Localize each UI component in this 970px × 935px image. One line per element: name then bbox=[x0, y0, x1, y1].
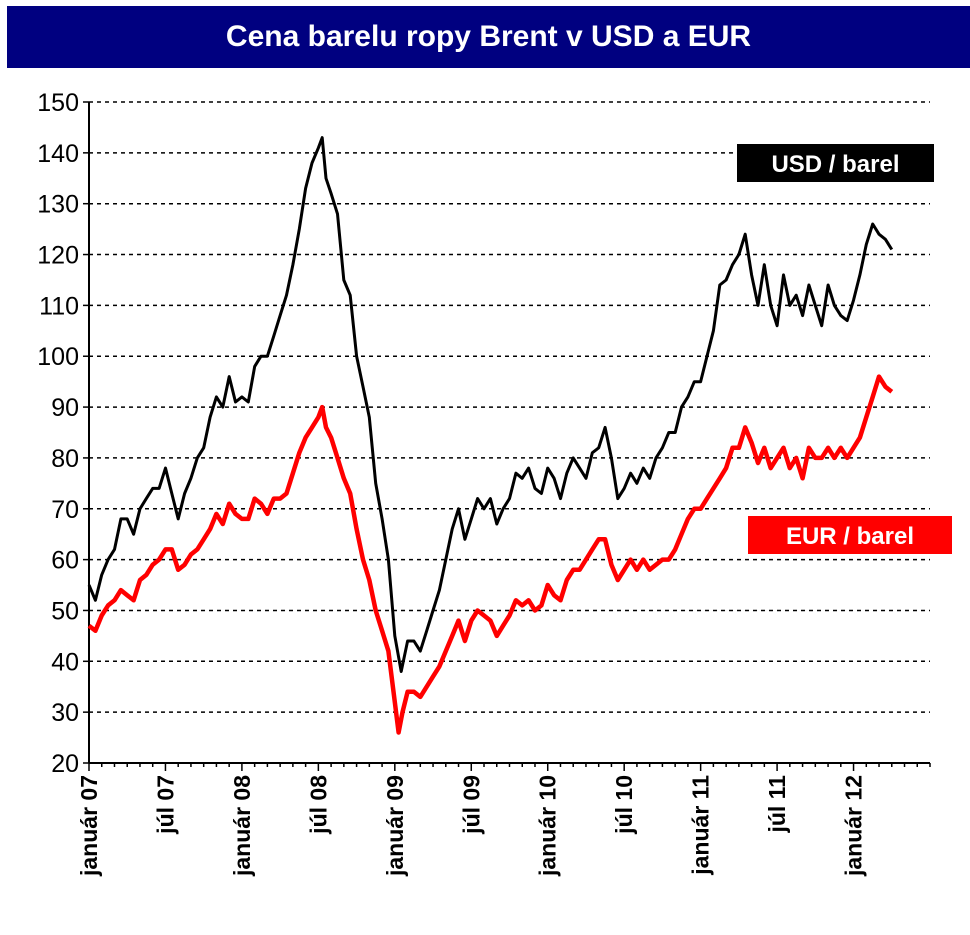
series-lines bbox=[87, 136, 894, 735]
legend-box-usd bbox=[737, 144, 934, 182]
y-tick-label: 40 bbox=[51, 648, 79, 676]
x-tick-label: január 09 bbox=[382, 775, 408, 877]
y-tick-label: 140 bbox=[37, 140, 79, 168]
chart-title: Cena barelu ropy Brent v USD a EUR bbox=[7, 6, 970, 68]
x-tick-label: júl 07 bbox=[152, 775, 178, 835]
y-tick-label: 120 bbox=[37, 242, 79, 270]
series-line-usd bbox=[87, 136, 894, 673]
x-tick-label: január 12 bbox=[841, 775, 867, 877]
y-tick-label: 60 bbox=[51, 547, 79, 575]
y-tick-label: 150 bbox=[37, 89, 79, 117]
y-tick-label: 110 bbox=[39, 292, 79, 320]
x-tick-label: január 07 bbox=[76, 775, 102, 877]
y-tick-label: 30 bbox=[51, 699, 79, 727]
axes bbox=[83, 101, 931, 771]
legend-box-eur bbox=[748, 516, 952, 554]
legend-label-eur: EUR / barel bbox=[786, 523, 914, 550]
legend-label-usd: USD / barel bbox=[771, 151, 899, 178]
y-tick-label: 90 bbox=[51, 394, 79, 422]
legend: USD / barel EUR / barel bbox=[737, 144, 952, 554]
y-tick-label: 20 bbox=[51, 750, 79, 778]
y-tick-label: 70 bbox=[51, 496, 79, 524]
y-tick-label: 100 bbox=[37, 343, 79, 371]
x-tick-label: júl 08 bbox=[305, 775, 331, 835]
x-tick-label: január 08 bbox=[229, 775, 255, 877]
grid-lines bbox=[89, 101, 930, 713]
x-tick-label: júl 10 bbox=[611, 775, 637, 835]
series-line-eur bbox=[87, 374, 894, 735]
x-tick-label: júl 11 bbox=[764, 775, 790, 834]
y-tick-labels: 20 30 40 50 60 70 80 90 100 110 120 130 140 150 bbox=[37, 89, 79, 778]
y-tick-label: 130 bbox=[37, 191, 79, 219]
x-tick-labels: január 07 júl 07 január 08 júl 08 január 09 j… bbox=[76, 775, 867, 877]
y-tick-label: 80 bbox=[51, 445, 79, 473]
y-tick-label: 50 bbox=[51, 597, 79, 625]
x-tick-label: január 10 bbox=[535, 775, 561, 877]
x-tick-label: júl 09 bbox=[458, 775, 484, 835]
x-tick-label: január 11 bbox=[688, 775, 714, 876]
